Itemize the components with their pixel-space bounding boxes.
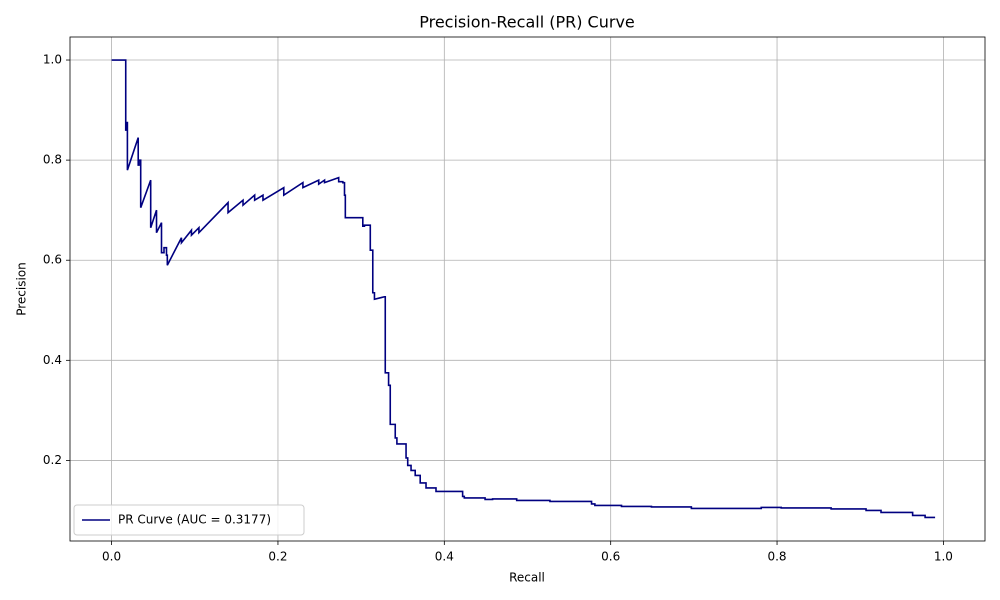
x-tick-label: 0.4 (435, 550, 454, 564)
y-tick-label: 1.0 (43, 53, 62, 67)
y-axis-label: Precision (15, 262, 29, 316)
x-tick-label: 0.2 (268, 550, 287, 564)
pr-curve (111, 59, 936, 519)
x-axis-label: Recall (509, 571, 545, 585)
x-tick-label: 1.0 (934, 550, 953, 564)
x-tick-label: 0.0 (102, 550, 121, 564)
y-tick-label: 0.4 (43, 353, 62, 367)
y-tick-label: 0.6 (43, 253, 62, 267)
legend-box (73, 504, 305, 536)
x-tick-label: 0.8 (767, 550, 786, 564)
chart-title: Precision-Recall (PR) Curve (419, 13, 635, 32)
legend-label: PR Curve (AUC = 0.3177) (118, 513, 271, 527)
y-tick-label: 0.8 (43, 153, 62, 167)
plot-frame (69, 36, 986, 542)
x-tick-label: 0.6 (601, 550, 620, 564)
y-tick-label: 0.2 (43, 453, 62, 467)
